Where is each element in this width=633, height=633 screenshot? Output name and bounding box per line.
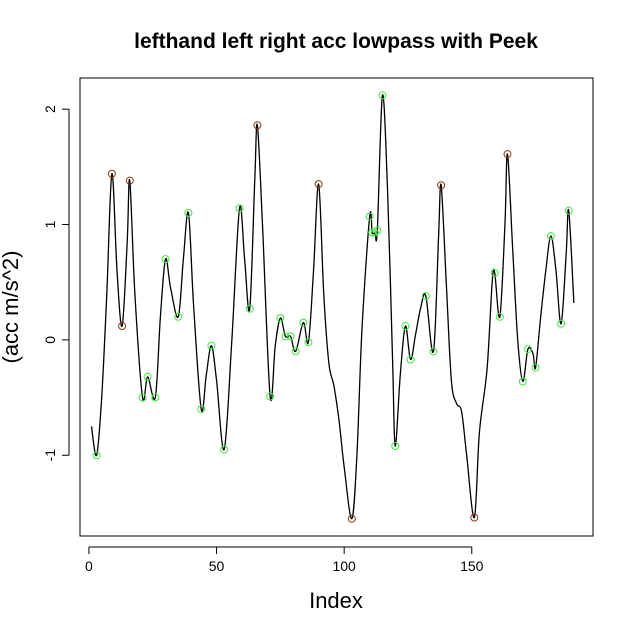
brown-marker — [437, 181, 446, 190]
green-marker — [92, 451, 101, 460]
green-marker — [304, 338, 313, 347]
green-marker — [546, 232, 555, 241]
y-tick-label: -1 — [42, 449, 58, 462]
brown-marker — [118, 322, 127, 331]
green-marker — [245, 304, 254, 313]
green-marker — [281, 332, 290, 341]
green-marker — [161, 255, 170, 264]
green-marker — [266, 392, 275, 401]
green-marker — [421, 292, 430, 301]
series-layer — [90, 94, 575, 520]
green-marker — [378, 91, 387, 100]
brown-marker — [253, 121, 262, 130]
green-marker — [138, 393, 147, 402]
green-marker — [368, 228, 377, 237]
green-marker — [291, 347, 300, 356]
x-tick-label: 50 — [209, 558, 225, 574]
green-marker — [276, 313, 285, 322]
green-marker — [286, 332, 295, 341]
green-marker — [406, 355, 415, 364]
green-marker — [151, 393, 160, 402]
green-marker — [143, 372, 152, 381]
x-tick-label: 100 — [332, 558, 356, 574]
green-marker — [207, 341, 216, 350]
green-marker — [373, 226, 382, 235]
x-tick-label: 0 — [85, 558, 93, 574]
x-axis-label: Index — [309, 588, 363, 613]
brown-marker — [107, 169, 116, 178]
green-marker — [490, 268, 499, 277]
y-tick-label: 1 — [42, 220, 58, 228]
green-marker — [235, 204, 244, 213]
green-marker — [365, 212, 374, 221]
plot-frame — [79, 77, 594, 537]
green-marker — [495, 312, 504, 321]
brown-marker — [314, 180, 323, 189]
marker-layer — [92, 91, 573, 523]
brown-marker — [470, 513, 479, 522]
brown-marker — [347, 514, 356, 523]
y-tick-label: 2 — [42, 105, 58, 113]
green-marker — [299, 318, 308, 327]
y-axis-label: (acc m/s^2) — [0, 251, 23, 364]
green-marker — [564, 206, 573, 215]
brown-marker — [503, 150, 512, 159]
green-marker — [557, 319, 566, 328]
green-marker — [531, 363, 540, 372]
green-marker — [370, 228, 379, 237]
y-axis: -1 0 1 2 — [42, 105, 70, 462]
x-axis: 0 50 100 150 — [85, 546, 484, 574]
green-marker — [518, 377, 527, 386]
green-marker — [220, 445, 229, 454]
green-marker — [184, 208, 193, 217]
green-marker — [429, 347, 438, 356]
green-marker — [197, 405, 206, 414]
series-line — [90, 94, 575, 520]
x-tick-label: 150 — [460, 558, 484, 574]
brown-marker — [125, 176, 134, 185]
y-tick-label: 0 — [42, 336, 58, 344]
green-marker — [174, 312, 183, 321]
chart-title: lefthand left right acc lowpass with Pee… — [134, 30, 538, 53]
green-marker — [391, 442, 400, 451]
green-marker — [523, 345, 532, 354]
green-marker — [401, 322, 410, 331]
